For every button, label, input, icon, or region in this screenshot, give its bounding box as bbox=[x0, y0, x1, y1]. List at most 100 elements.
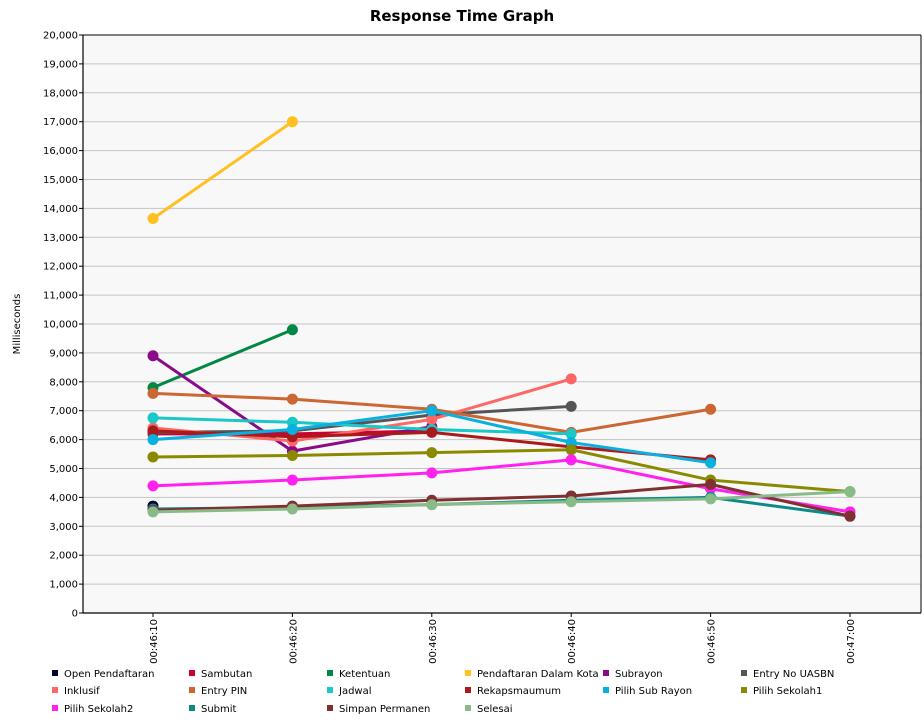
data-point bbox=[426, 405, 438, 417]
legend-label: Entry No UASBN bbox=[753, 669, 834, 680]
series-line bbox=[152, 482, 851, 518]
legend-label: Sambutan bbox=[201, 669, 252, 680]
data-point bbox=[147, 350, 159, 362]
series-pilih-sekolah2 bbox=[147, 454, 856, 518]
legend-item: Entry PIN bbox=[189, 686, 247, 697]
chart-title: Response Time Graph bbox=[370, 7, 554, 25]
legend-item: Ketentuan bbox=[327, 669, 390, 680]
legend-item: Pilih Sekolah2 bbox=[52, 704, 133, 715]
legend-item: Jadwal bbox=[327, 686, 372, 697]
legend-swatch bbox=[327, 670, 333, 676]
y-tick-label: 10,000 bbox=[43, 320, 78, 331]
data-point bbox=[426, 447, 438, 459]
legend-swatch bbox=[465, 687, 471, 693]
y-tick-label: 1,000 bbox=[49, 580, 78, 591]
y-tick-label: 14,000 bbox=[43, 204, 78, 215]
legend-swatch bbox=[465, 670, 471, 676]
legend-item: Entry No UASBN bbox=[741, 669, 834, 680]
legend-label: Jadwal bbox=[338, 686, 372, 697]
y-tick-label: 0 bbox=[72, 609, 78, 620]
x-axis-ticks: 00:46:10 00:46:20 00:46:30 00:46:40 00:46:50… bbox=[149, 613, 857, 664]
data-point bbox=[705, 493, 717, 505]
series-line bbox=[152, 120, 294, 220]
legend-item: Open Pendaftaran bbox=[52, 669, 155, 680]
legend-item: Simpan Permanen bbox=[327, 704, 430, 715]
series-pendaftaran-dalam-kota bbox=[147, 116, 298, 225]
data-point bbox=[147, 387, 159, 399]
x-tick-label: 00:46:40 bbox=[567, 619, 578, 664]
data-point bbox=[705, 403, 717, 415]
y-tick-label: 7,000 bbox=[49, 406, 78, 417]
data-point bbox=[426, 467, 438, 479]
legend-swatch bbox=[327, 687, 333, 693]
y-axis-ticks: 0 1,000 2,000 3,000 4,000 5,000 6,000 7,000 8,00… bbox=[43, 31, 83, 620]
legend-label: Selesai bbox=[477, 704, 513, 715]
y-tick-label: 11,000 bbox=[43, 291, 78, 302]
legend-label: Pendaftaran Dalam Kota bbox=[477, 669, 599, 680]
legend-item: Rekapsmaumum bbox=[465, 686, 561, 697]
data-point bbox=[844, 486, 856, 498]
legend-label: Pilih Sekolah2 bbox=[64, 704, 133, 715]
legend-swatch bbox=[603, 670, 609, 676]
data-point bbox=[147, 480, 159, 492]
x-tick-label: 00:46:50 bbox=[707, 619, 718, 664]
data-point bbox=[286, 474, 298, 486]
data-point bbox=[286, 423, 298, 435]
legend-label: Inklusif bbox=[64, 686, 100, 697]
y-tick-label: 16,000 bbox=[43, 146, 78, 157]
legend-swatch bbox=[52, 705, 58, 711]
legend-label: Subrayon bbox=[615, 669, 663, 680]
legend-item: Submit bbox=[189, 704, 237, 715]
legend-swatch bbox=[603, 687, 609, 693]
gridlines bbox=[83, 34, 921, 614]
legend-item: Sambutan bbox=[189, 669, 252, 680]
data-point bbox=[565, 454, 577, 466]
data-point bbox=[565, 400, 577, 412]
series-selesai bbox=[147, 486, 856, 518]
legend-item: Pilih Sub Rayon bbox=[603, 686, 692, 697]
y-tick-label: 19,000 bbox=[43, 59, 78, 70]
legend-label: Pilih Sekolah1 bbox=[753, 686, 822, 697]
legend-swatch bbox=[52, 670, 58, 676]
data-point bbox=[426, 426, 438, 438]
legend-swatch bbox=[189, 670, 195, 676]
data-point bbox=[286, 393, 298, 405]
data-point bbox=[286, 503, 298, 515]
legend-label: Simpan Permanen bbox=[339, 704, 430, 715]
legend-label: Ketentuan bbox=[339, 669, 390, 680]
legend-label: Rekapsmaumum bbox=[477, 686, 561, 697]
legend-item: Selesai bbox=[465, 704, 513, 715]
legend: Open Pendaftaran Sambutan Ketentuan Pendaft… bbox=[52, 669, 834, 715]
legend-item: Inklusif bbox=[52, 686, 100, 697]
y-tick-label: 5,000 bbox=[49, 464, 78, 475]
y-tick-label: 3,000 bbox=[49, 522, 78, 533]
data-point bbox=[844, 510, 856, 522]
y-tick-label: 4,000 bbox=[49, 493, 78, 504]
y-tick-label: 2,000 bbox=[49, 551, 78, 562]
y-tick-label: 18,000 bbox=[43, 88, 78, 99]
legend-swatch bbox=[189, 687, 195, 693]
data-point bbox=[147, 506, 159, 518]
y-tick-label: 20,000 bbox=[43, 31, 78, 42]
legend-swatch bbox=[52, 687, 58, 693]
series-line bbox=[152, 416, 572, 436]
data-point bbox=[565, 444, 577, 456]
series-line bbox=[152, 448, 851, 494]
y-tick-label: 13,000 bbox=[43, 233, 78, 244]
legend-label: Pilih Sub Rayon bbox=[615, 686, 692, 697]
y-tick-label: 8,000 bbox=[49, 377, 78, 388]
data-point bbox=[147, 451, 159, 463]
series-line bbox=[152, 404, 572, 434]
series-lines bbox=[147, 116, 856, 522]
legend-swatch bbox=[741, 670, 747, 676]
y-axis-label: Milliseconds bbox=[12, 294, 23, 355]
legend-swatch bbox=[327, 705, 333, 711]
x-tick-label: 00:47:00 bbox=[846, 619, 857, 664]
legend-label: Submit bbox=[201, 704, 237, 715]
data-point bbox=[286, 449, 298, 461]
data-point bbox=[565, 373, 577, 385]
y-tick-label: 12,000 bbox=[43, 262, 78, 273]
x-tick-label: 00:46:30 bbox=[428, 619, 439, 664]
series-line bbox=[152, 328, 293, 389]
data-point bbox=[286, 324, 298, 336]
